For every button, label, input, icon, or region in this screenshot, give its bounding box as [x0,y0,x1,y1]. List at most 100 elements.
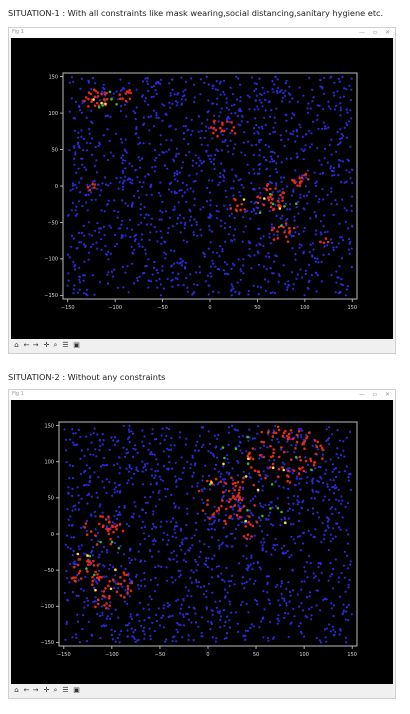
healthy-point [202,443,205,446]
save-icon[interactable]: ▣ [73,341,80,349]
configure-subplots-icon[interactable]: ☰ [62,341,69,349]
healthy-point [350,209,353,213]
healthy-point [125,448,128,451]
pan-icon[interactable]: ✛ [43,686,50,694]
healthy-point [258,168,261,171]
back-arrow-icon[interactable]: ← [23,686,30,694]
healthy-point [224,514,227,517]
healthy-point [143,465,147,468]
healthy-point [96,183,99,186]
healthy-point [98,505,101,508]
infected-point [96,91,99,94]
healthy-point [167,467,170,470]
healthy-point [155,526,158,529]
healthy-point [141,185,144,188]
healthy-point [229,204,232,207]
maximize-icon[interactable]: ▫ [372,391,377,398]
zoom-icon[interactable]: ⌕ [53,686,58,694]
healthy-point [309,533,312,536]
healthy-point [325,529,328,532]
healthy-point [330,75,333,79]
healthy-point [287,280,290,283]
healthy-point [252,127,256,130]
healthy-point [164,495,167,498]
plot-canvas[interactable]: −150 −100 −50 0 50 100 150 150 100 50 0 −50 −100 −150 [11,38,393,340]
healthy-point [322,598,325,602]
healthy-point [216,88,219,92]
healthy-point [155,458,158,461]
infected-point [109,537,112,541]
maximize-icon[interactable]: ▫ [372,29,377,36]
other-point [263,197,266,200]
healthy-point [332,604,335,607]
minimize-icon[interactable]: — [359,29,365,36]
pan-icon[interactable]: ✛ [43,341,50,349]
healthy-point [144,252,147,255]
healthy-point [95,491,98,494]
healthy-point [340,502,343,505]
healthy-point [225,632,228,635]
healthy-point [341,76,344,79]
healthy-point [262,265,266,268]
healthy-point [174,178,177,181]
healthy-point [323,628,326,631]
healthy-point [291,112,294,115]
healthy-point [213,519,216,522]
infected-cluster [83,515,125,546]
healthy-point [169,444,172,447]
infected-point [277,455,281,459]
close-icon[interactable]: ✕ [384,391,390,398]
healthy-point [173,191,177,194]
healthy-point [337,488,340,491]
healthy-point [201,635,204,638]
recovered-point [221,446,225,449]
healthy-point [128,465,131,469]
healthy-point [119,545,122,548]
healthy-point [141,233,144,236]
healthy-point [109,182,112,185]
back-arrow-icon[interactable]: ← [23,341,30,349]
healthy-point [138,619,141,623]
healthy-point [102,134,105,137]
healthy-point [156,463,159,466]
home-icon[interactable]: ⌂ [14,686,19,694]
healthy-point [191,456,194,459]
healthy-point [153,525,156,528]
plot-canvas[interactable]: −150 −100 −50 0 50 100 150 150 100 50 0 −50 −100 −150 [11,400,393,685]
healthy-point [75,214,78,217]
healthy-point [63,591,66,594]
healthy-point [329,167,332,170]
healthy-point [66,253,69,256]
healthy-point [272,126,275,129]
healthy-point [167,455,170,458]
healthy-point [208,474,211,477]
healthy-point [280,518,283,521]
healthy-point [232,487,235,490]
healthy-point [94,528,97,531]
healthy-point [266,446,269,449]
healthy-point [180,189,183,192]
healthy-point [323,231,327,234]
zoom-icon[interactable]: ⌕ [53,341,58,349]
healthy-point [326,244,329,247]
healthy-point [67,518,70,521]
healthy-point [138,141,142,144]
forward-arrow-icon[interactable]: → [32,686,39,694]
healthy-point [117,210,120,214]
healthy-point [128,440,131,444]
home-icon[interactable]: ⌂ [14,341,19,349]
healthy-point [67,214,70,217]
infected-point [250,466,253,469]
healthy-point [335,522,338,525]
forward-arrow-icon[interactable]: → [32,341,39,349]
save-icon[interactable]: ▣ [73,686,80,694]
figure-window-2: Fig 1 — ▫ ✕ −150 −100 −50 0 50 100 150 150 100 50… [8,389,396,699]
healthy-point [101,182,104,185]
healthy-point [85,149,88,152]
healthy-point [281,96,284,99]
configure-subplots-icon[interactable]: ☰ [62,686,69,694]
healthy-point [293,451,296,454]
minimize-icon[interactable]: — [359,391,365,398]
healthy-point [146,462,149,465]
close-icon[interactable]: ✕ [384,29,390,36]
